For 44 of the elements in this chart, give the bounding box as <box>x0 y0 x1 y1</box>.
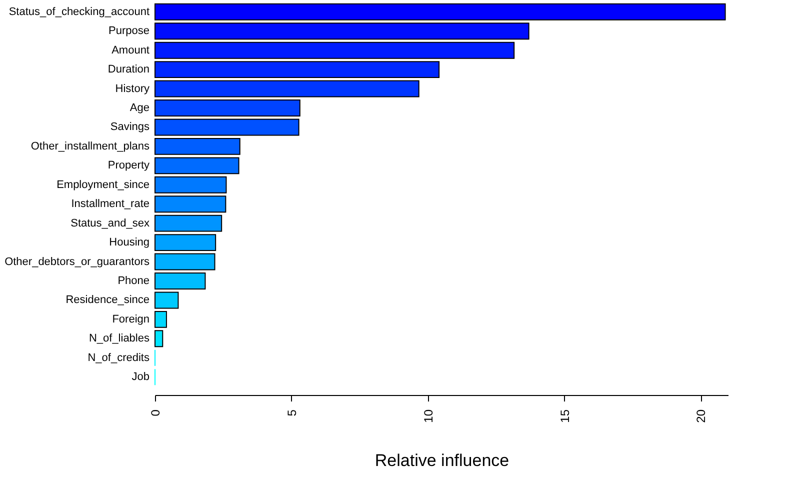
bar <box>154 157 240 174</box>
bar <box>154 100 300 116</box>
bar <box>154 118 300 136</box>
y-tick-label: N_of_liables <box>88 332 150 345</box>
y-tick-label: Housing <box>109 236 150 249</box>
x-tick-label: 0 <box>148 409 162 416</box>
y-tick-label: Status_and_sex <box>70 217 150 230</box>
bar <box>154 61 440 78</box>
bar <box>154 234 216 252</box>
y-tick-label: Foreign <box>112 313 150 326</box>
bar <box>154 214 222 232</box>
y-tick-label: Savings <box>110 121 150 134</box>
bar <box>154 42 515 59</box>
x-axis-title: Relative influence <box>374 450 510 470</box>
y-tick-label: Job <box>132 371 150 384</box>
bar <box>154 176 227 194</box>
y-tick-label: Duration <box>108 64 150 76</box>
bar <box>154 253 216 270</box>
y-tick-label: Amount <box>112 44 150 56</box>
y-tick-label: Residence_since <box>66 294 150 306</box>
x-tick-label: 10 <box>421 409 436 423</box>
bar <box>154 138 240 155</box>
bar <box>154 3 726 20</box>
y-tick-label: Installment_rate <box>71 198 150 210</box>
y-tick-label: N_of_credits <box>88 352 150 364</box>
bar <box>154 292 179 309</box>
bar <box>154 196 226 213</box>
y-tick-label: History <box>115 82 150 95</box>
y-tick-label: Other_debtors_or_guarantors <box>4 256 150 268</box>
bar <box>154 272 206 290</box>
x-tick-label: 20 <box>694 409 708 423</box>
y-tick-label: Phone <box>118 274 150 287</box>
y-tick-label: Employment_since <box>56 178 150 191</box>
bar <box>154 330 164 348</box>
x-tick-label: 5 <box>284 409 299 416</box>
y-tick-label: Purpose <box>108 25 150 38</box>
x-tick-label: 15 <box>558 409 572 423</box>
y-tick-label: Age <box>130 102 150 114</box>
y-tick-label: Property <box>108 160 150 172</box>
y-tick-label: Status_of_checking_account <box>8 6 150 18</box>
bar <box>154 310 167 328</box>
bar <box>154 22 530 40</box>
bar <box>154 80 420 98</box>
y-tick-label: Other_installment_plans <box>30 140 150 152</box>
